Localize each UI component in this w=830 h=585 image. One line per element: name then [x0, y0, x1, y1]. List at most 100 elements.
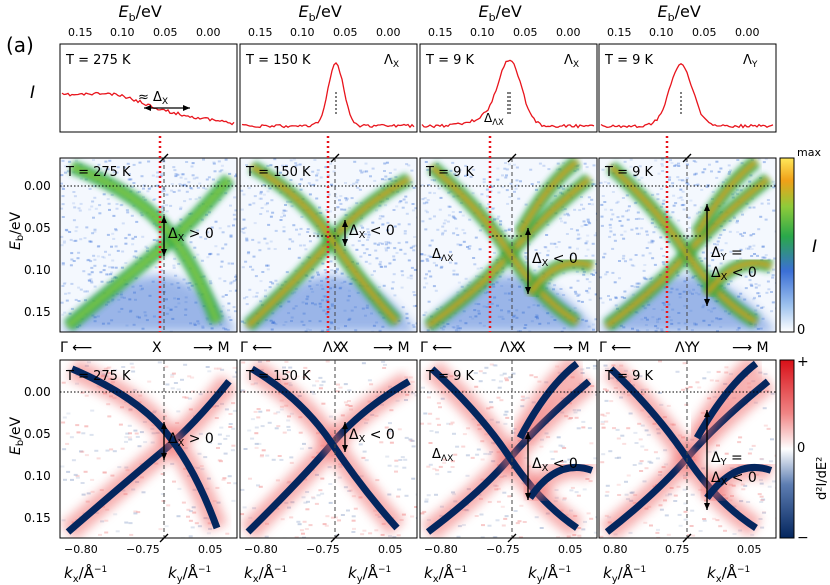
map-noise [207, 176, 211, 179]
d2-left-gap-annotation-sub: ΛX [441, 454, 453, 464]
bottom-k: k [603, 564, 613, 582]
map-noise [321, 262, 325, 265]
map-temperature: T = 9 K [425, 165, 475, 180]
d2-noise [529, 374, 534, 377]
d2-noise [738, 436, 743, 439]
map-noise [380, 242, 384, 245]
gap-label-rel: = [727, 245, 743, 261]
map-noise [132, 255, 136, 258]
map-noise [670, 185, 674, 188]
map-noise [770, 291, 773, 293]
map-noise [144, 245, 148, 248]
d2-noise [539, 445, 544, 448]
d2-noise [495, 519, 500, 522]
d2-noise [404, 399, 408, 401]
d2-noise [241, 361, 246, 364]
map-noise [155, 175, 159, 178]
map-noise [234, 289, 237, 292]
map-noise [456, 291, 460, 294]
d2-noise [461, 445, 466, 448]
d2-noise [65, 432, 70, 435]
map-noise [676, 274, 680, 277]
d2-noise [347, 490, 352, 492]
gap-label-sub: X [542, 258, 549, 269]
map-noise [563, 221, 567, 224]
map-noise [64, 171, 67, 174]
map-noise [176, 173, 180, 176]
map-noise [602, 256, 606, 259]
d2-noise [601, 453, 606, 456]
map-noise [120, 266, 124, 269]
map-noise [671, 211, 675, 214]
d2-noise [94, 449, 99, 452]
d2-noise [84, 425, 89, 428]
d2-noise [336, 383, 340, 386]
d2-noise [124, 521, 129, 524]
map-noise [227, 263, 231, 265]
d2-noise [289, 456, 294, 459]
top-axis-tick: 0.10 [290, 26, 315, 39]
d2-gap-arrowheads [342, 422, 348, 452]
d2-noise [695, 381, 700, 384]
gap-label-main: Δ [349, 223, 359, 239]
map-noise [659, 236, 663, 239]
axis-break-mark [159, 153, 169, 163]
map-noise [708, 163, 711, 166]
map-noise [439, 257, 442, 260]
map-noise [194, 198, 198, 201]
map-noise [165, 193, 169, 196]
d2-noise [620, 434, 625, 437]
d2-noise [427, 391, 431, 394]
map-noise [115, 207, 119, 210]
map-noise [83, 237, 87, 240]
d2-noise [260, 454, 264, 457]
d2-noise [673, 500, 678, 502]
map-noise [155, 240, 159, 243]
map-noise [736, 231, 740, 234]
map-noise [155, 184, 159, 187]
d2-noise [112, 450, 117, 453]
map-noise [743, 231, 746, 234]
edc-intensity-label: I [30, 83, 35, 103]
map-noise [91, 232, 95, 235]
d2-noise [302, 536, 306, 538]
map-noise [621, 197, 625, 199]
map-noise [682, 203, 686, 206]
d2-noise [348, 489, 353, 492]
d2-noise [230, 449, 235, 452]
map-noise [69, 264, 73, 267]
map-noise [609, 208, 613, 211]
d2-noise [498, 380, 503, 383]
map-noise [79, 177, 83, 180]
map-noise [351, 244, 355, 247]
map-noise [425, 201, 429, 204]
d2-noise [663, 449, 668, 452]
d2-noise [420, 512, 425, 515]
d2-noise [427, 422, 432, 425]
d2-noise [188, 397, 192, 400]
d2-noise [90, 478, 95, 481]
bottom-axis-label-right: kx/Å−1 [707, 563, 750, 585]
top-axis-tick: 0.00 [556, 26, 581, 39]
map-noise [710, 252, 714, 254]
map-noise [423, 197, 427, 200]
d2-noise [581, 528, 586, 531]
edc-point-label-main: Λ [384, 53, 393, 68]
d2-noise [121, 366, 126, 368]
d2-band [516, 360, 580, 440]
d2-noise [624, 480, 628, 483]
d2-noise [681, 388, 686, 391]
d2-noise [273, 412, 278, 415]
map-noise [422, 314, 426, 317]
d2-noise [466, 427, 471, 430]
map-noise [687, 270, 690, 273]
d2-noise [404, 494, 409, 497]
map-noise [771, 301, 775, 304]
map-noise [152, 239, 156, 241]
map-noise [591, 203, 595, 206]
map-noise [611, 213, 615, 216]
map-noise [405, 241, 409, 244]
d2-noise [653, 451, 658, 454]
y-tick: 0.10 [24, 263, 51, 277]
map-noise [376, 243, 380, 246]
